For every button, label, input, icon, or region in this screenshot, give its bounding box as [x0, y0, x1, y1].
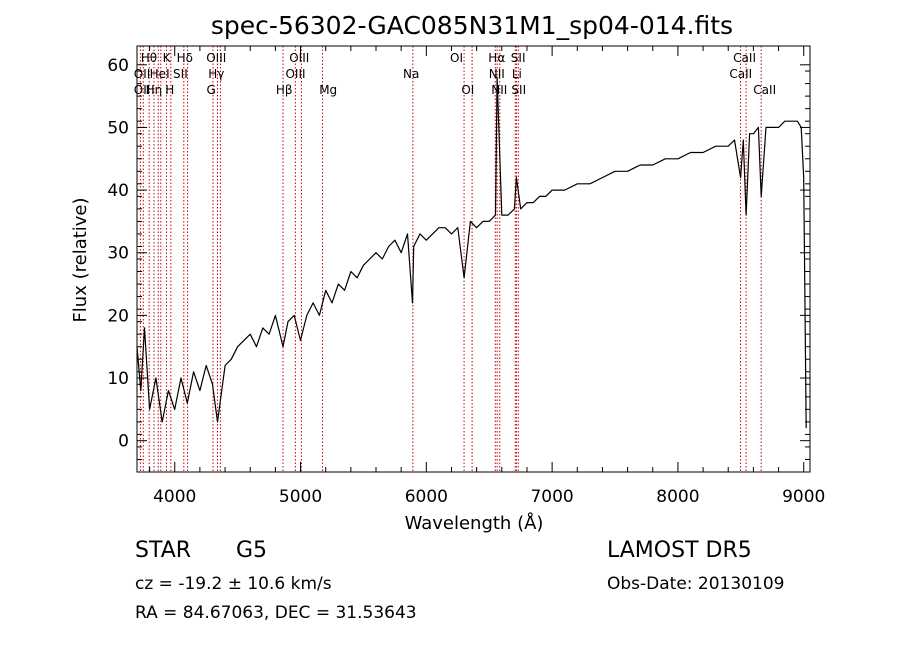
marker-label: Hα: [488, 51, 505, 65]
y-tick-label: 20: [107, 306, 129, 326]
marker-label: SII: [511, 83, 526, 97]
x-tick-label: 9000: [782, 487, 825, 507]
marker-label: SII: [173, 67, 188, 81]
marker-label: HeI: [150, 67, 170, 81]
x-tick-label: 5000: [279, 487, 322, 507]
y-tick-label: 40: [107, 181, 129, 201]
y-tick-label: 30: [107, 244, 129, 264]
marker-label: CaII: [753, 83, 776, 97]
x-tick-label: 4000: [153, 487, 196, 507]
object-subclass: G5: [236, 538, 268, 563]
marker-label: OII: [134, 67, 151, 81]
y-tick-label: 10: [107, 369, 129, 389]
x-tick-label: 7000: [530, 487, 573, 507]
object-class: STAR: [135, 538, 192, 563]
marker-label: OI: [461, 83, 474, 97]
spectrum-series: [136, 76, 807, 429]
spectrum-line: [136, 76, 807, 429]
coordinates-readout: RA = 84.67063, DEC = 31.53643: [135, 603, 417, 623]
marker-label: CaII: [733, 51, 756, 65]
y-tick-label: 0: [118, 432, 129, 452]
marker-label: Hθ: [141, 51, 157, 65]
marker-label: NII: [491, 83, 507, 97]
chart-title: spec-56302-GAC085N31M1_sp04-014.fits: [211, 11, 733, 40]
marker-label: CaII: [729, 67, 752, 81]
line-markers: [139, 46, 762, 472]
x-tick-label: 8000: [656, 487, 699, 507]
survey-name: LAMOST DR5: [607, 538, 752, 563]
marker-label: G: [207, 83, 216, 97]
marker-label: Li: [512, 67, 522, 81]
marker-label: OII: [134, 83, 151, 97]
marker-label: Hδ: [177, 51, 193, 65]
observation-date: Obs-Date: 20130109: [607, 574, 785, 594]
y-tick-label: 50: [107, 118, 129, 138]
x-axis-label: Wavelength (Å): [405, 512, 544, 534]
marker-label: OIII: [285, 67, 305, 81]
marker-label: Mg: [319, 83, 337, 97]
marker-label: SII: [511, 51, 526, 65]
marker-label: Hβ: [276, 83, 293, 97]
marker-label: K: [163, 51, 172, 65]
marker-label: OIII: [289, 51, 309, 65]
marker-label: Hγ: [208, 67, 224, 81]
marker-label: Na: [403, 67, 419, 81]
marker-label: OIII: [206, 51, 226, 65]
marker-label: NII: [489, 67, 505, 81]
marker-label: H: [165, 83, 174, 97]
marker-label: Hη: [146, 83, 163, 97]
x-tick-label: 6000: [405, 487, 448, 507]
y-tick-label: 60: [107, 56, 129, 76]
plot-frame: [136, 45, 811, 473]
axis-ticks: 4000 5000 6000 7000 8000 9000 0 10 20 30 40 50 60: [107, 46, 825, 507]
marker-label: OI: [450, 51, 463, 65]
y-axis-label: Flux (relative): [70, 197, 91, 322]
velocity-readout: cz = -19.2 ± 10.6 km/s: [135, 574, 332, 594]
